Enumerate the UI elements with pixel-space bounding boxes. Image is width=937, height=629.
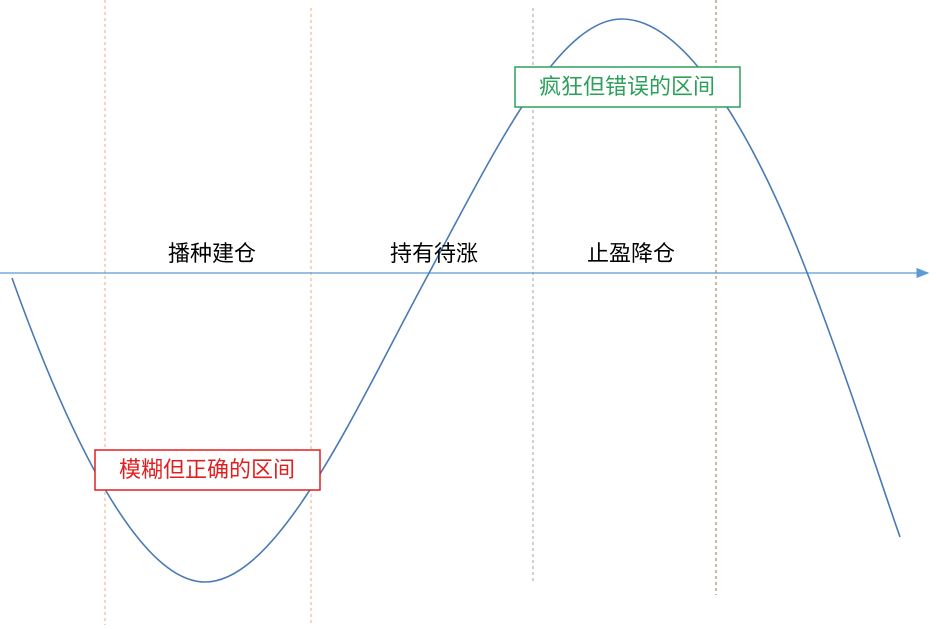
cycle-curve bbox=[11, 18, 901, 583]
zone-box bbox=[94, 449, 321, 491]
zone-label: 模糊但正确的区间 bbox=[119, 458, 295, 483]
zone-label: 疯狂但错误的区间 bbox=[539, 75, 715, 100]
phase-label: 止盈降仓 bbox=[587, 242, 675, 267]
zone-box bbox=[514, 66, 741, 108]
phase-label: 持有待涨 bbox=[390, 242, 478, 267]
phase-label: 播种建仓 bbox=[168, 242, 256, 267]
